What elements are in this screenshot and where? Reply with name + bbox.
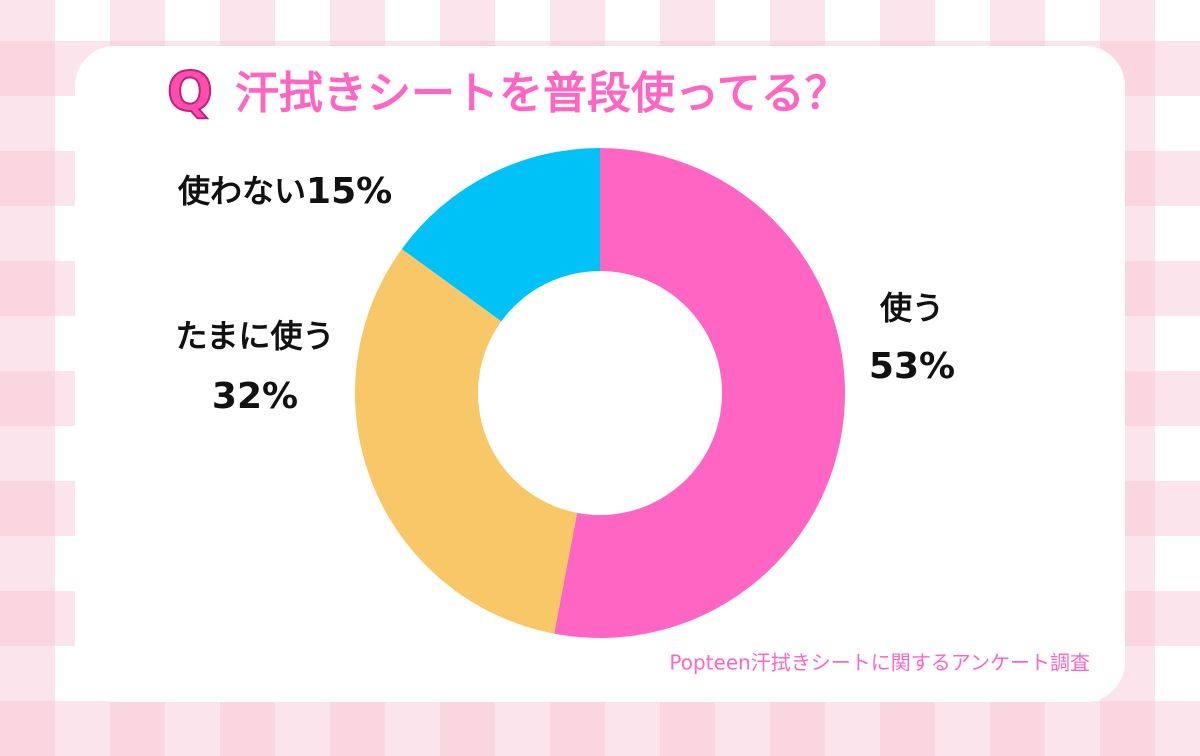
donut-slice [554,148,846,638]
chart-title: 汗拭きシートを普段使ってる？ [235,68,849,119]
slice-label: 使わない [177,172,306,210]
donut-slice [355,248,578,634]
slice-value: 53% [869,346,955,387]
slice-label-group: 使わない15% [177,171,392,212]
slice-label: 使う [879,289,944,327]
source-note: Popteen汗拭きシートに関するアンケート調査 [669,651,1090,675]
panel [75,46,1125,702]
donut [355,148,846,638]
q-badge: Q [167,61,213,124]
slice-label: たまに使う [175,317,334,355]
slice-value: 32% [212,376,298,417]
donut-slice [401,148,600,322]
slice-value: 15% [306,171,392,212]
